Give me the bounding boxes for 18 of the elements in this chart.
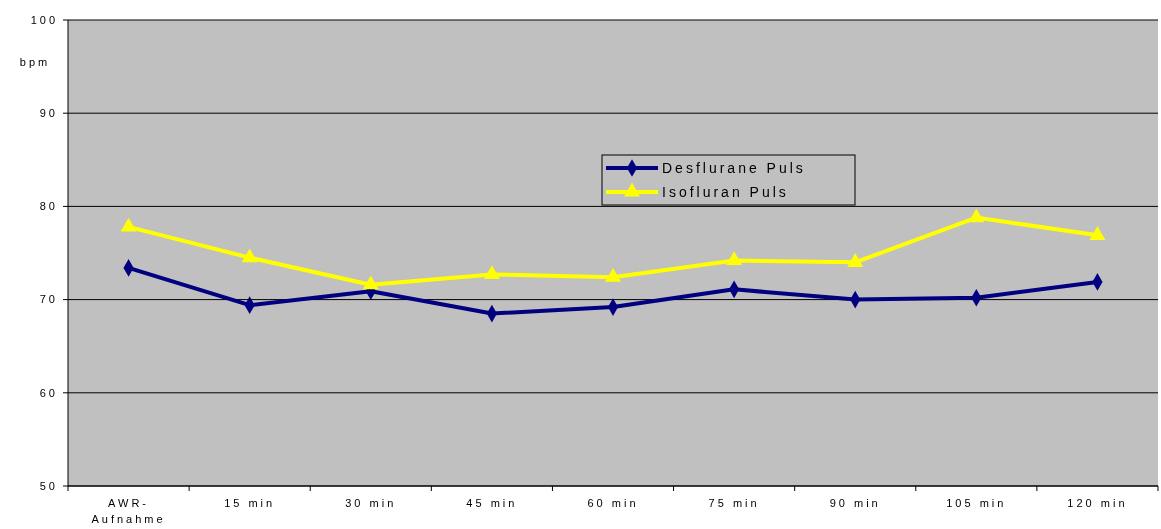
x-tick-label: 60 min <box>587 497 639 509</box>
legend-label: Isofluran Puls <box>662 183 789 200</box>
legend-label: Desflurane Puls <box>662 159 806 176</box>
y-tick-label: 100 <box>30 13 58 26</box>
y-tick-label: 50 <box>39 479 58 492</box>
x-tick-label: 30 min <box>345 497 397 509</box>
x-tick-label: 120 min <box>1067 497 1128 509</box>
y-tick-label: 70 <box>39 293 58 306</box>
x-tick-label: 15 min <box>224 497 276 509</box>
x-tick-label: AWR-Aufnahme <box>91 497 166 525</box>
x-tick-label: 105 min <box>946 497 1007 509</box>
y-tick-label: 80 <box>39 200 58 213</box>
y-axis-title: bpm <box>19 56 51 68</box>
x-tick-label: 75 min <box>708 497 760 509</box>
y-tick-label: 90 <box>39 107 58 120</box>
y-tick-label: 60 <box>39 386 58 399</box>
x-tick-label: 90 min <box>829 497 881 509</box>
x-tick-label: 45 min <box>466 497 518 509</box>
